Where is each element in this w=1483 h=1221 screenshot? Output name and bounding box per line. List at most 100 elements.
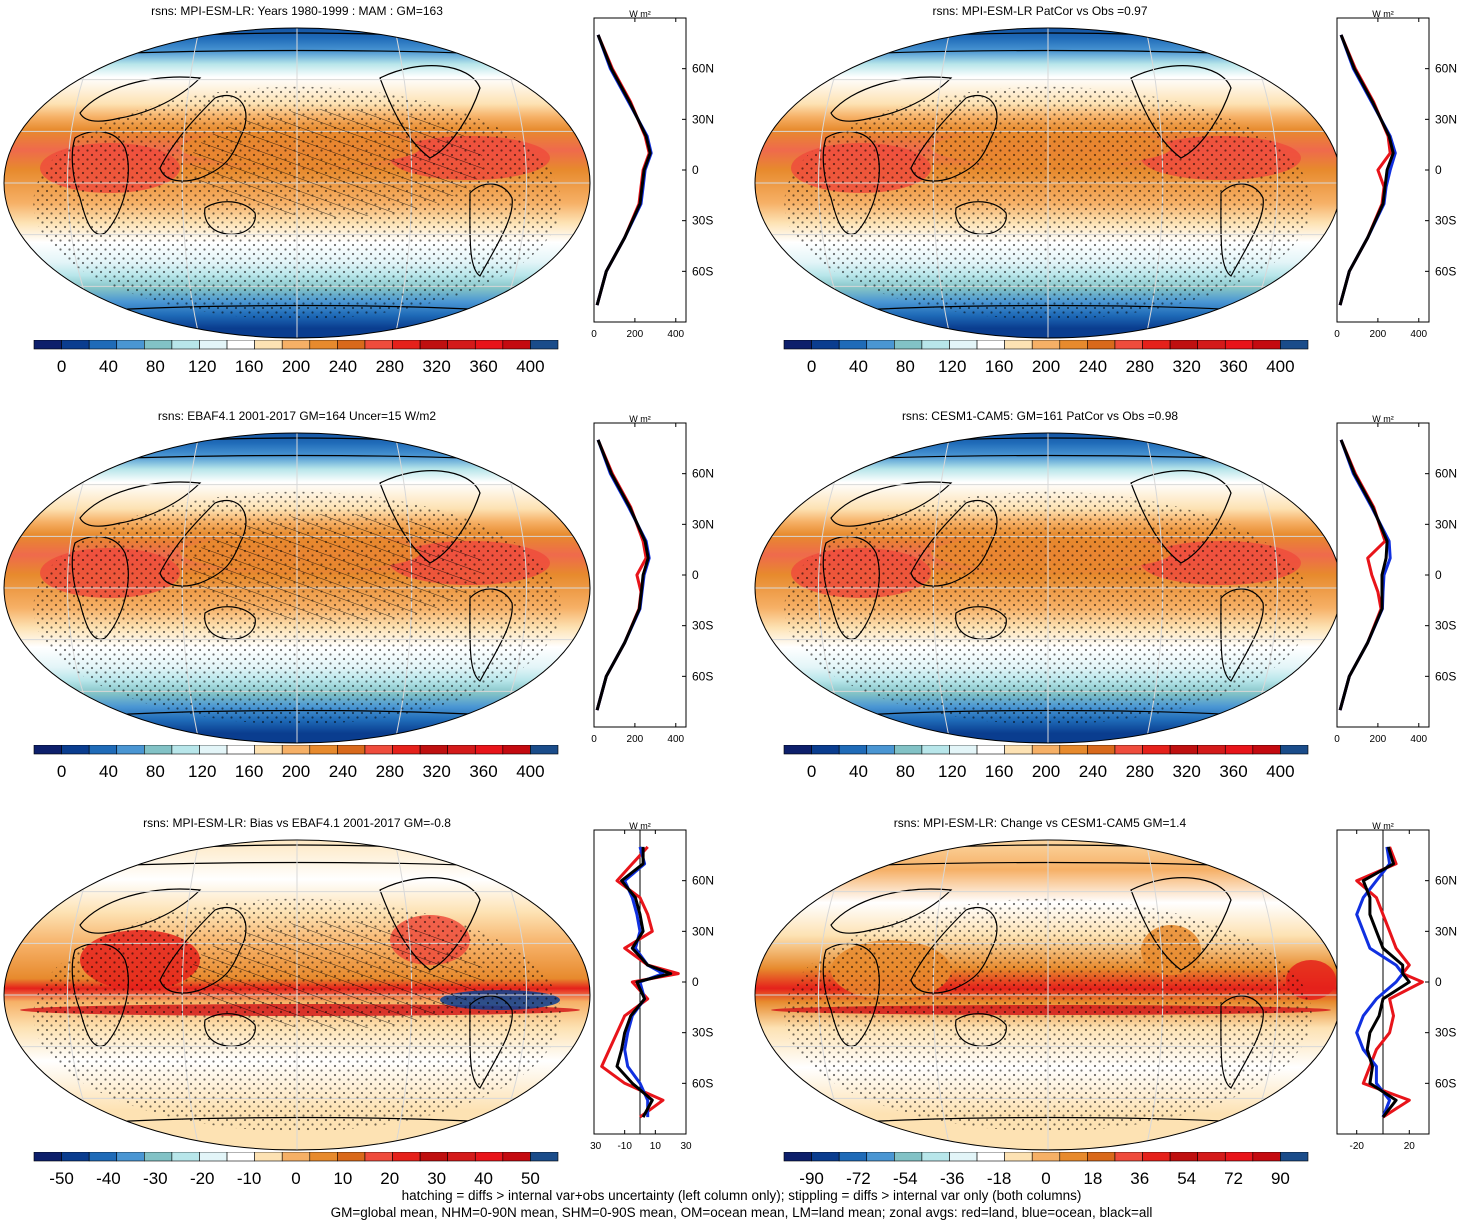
colorbar-swatch [199,340,228,350]
colorbar-swatch [502,1152,531,1162]
zonal-x-tick-label: 20 [1404,1141,1416,1152]
colorbar-swatch [1114,1152,1143,1162]
colorbar-swatch [1252,745,1281,755]
colorbar-swatch [33,340,62,350]
map-p2 [754,27,1342,339]
colorbar-swatch [171,745,200,755]
colorbar-swatch [1031,340,1061,350]
colorbar-tick-label: 120 [938,357,966,376]
colorbar-swatch [866,1152,895,1162]
colorbar-p6: -90 -72 -54 -36 -18 0 18 36 54 72 90 [783,1152,1309,1188]
colorbar-swatch [838,340,868,350]
zonal-unit-label: W m² [629,822,651,831]
colorbar-tick-label: -30 [143,1169,168,1188]
map-field [755,28,1341,338]
colorbar-tick-label: 120 [188,357,216,376]
zonal-lat-label: 60S [1435,1076,1456,1090]
colorbar-swatch [866,745,895,755]
colorbar-tick-label: -50 [49,1169,74,1188]
zonal-lat-label: 60S [692,1076,713,1090]
colorbar-swatch [1004,1152,1033,1162]
colorbar-swatch [392,340,421,350]
colorbar-tick-label: 200 [282,357,310,376]
colorbar-swatch [1031,1152,1061,1162]
zonal-lat-label: 30S [692,214,713,228]
zonal-x-tick-label: -20 [1349,1141,1364,1152]
colorbar-swatch [894,745,923,755]
colorbar-swatch [281,1152,311,1162]
colorbar-swatch [783,1152,812,1162]
zonal-x-tick-label: 10 [650,1141,662,1152]
colorbar-swatch [33,745,62,755]
colorbar-tick-label: 400 [516,762,544,781]
zonal-series-black [595,34,652,306]
colorbar-tick-label: 160 [235,762,263,781]
zonal-lat-label: 30S [1435,619,1456,633]
zonal-plot-p2: W m² 60N 30N 0 30S 60S 0 200 400 [1334,10,1457,340]
colorbar-swatch [281,745,311,755]
colorbar-tick-label: 18 [1083,1169,1102,1188]
zonal-series-black [1338,34,1395,306]
colorbar-swatch [1280,340,1309,350]
colorbar-swatch [1087,340,1116,350]
zonal-lat-label: 30S [692,1026,713,1040]
colorbar-swatch [419,745,448,755]
colorbar-swatch [530,1152,559,1162]
zonal-lat-label: 30S [692,619,713,633]
panel-p5: rsns: MPI-ESM-LR: Bias vs EBAF4.1 2001-2… [0,812,740,1192]
zonal-unit-label: W m² [1372,415,1394,424]
zonal-x-tick-label: 0 [591,734,597,745]
colorbar-swatch [474,340,504,350]
zonal-lat-label: 60S [1435,264,1456,278]
zonal-lat-label: 60N [692,467,714,481]
colorbar-swatch [226,1152,255,1162]
colorbar-tick-label: 0 [291,1169,300,1188]
map-p3 [3,432,591,744]
colorbar-swatch [530,340,559,350]
colorbar-swatch [309,340,338,350]
colorbar-tick-label: 160 [985,762,1013,781]
footer-line-2: GM=global mean, NHM=0-90N mean, SHM=0-90… [330,1205,1153,1220]
panel-title: rsns: EBAF4.1 2001-2017 GM=164 Uncer=15 … [157,409,437,423]
panel-p3: rsns: EBAF4.1 2001-2017 GM=164 Uncer=15 … [0,405,740,795]
colorbar-swatch [783,745,812,755]
zonal-lat-label: 30S [1435,214,1456,228]
colorbar-swatch [364,745,393,755]
colorbar-swatch [199,745,228,755]
colorbar-tick-label: 30 [427,1169,446,1188]
colorbar-tick-label: -18 [987,1169,1012,1188]
colorbar-tick-label: -40 [96,1169,121,1188]
colorbar-swatch [949,340,978,350]
colorbar-swatch [226,340,255,350]
colorbar-swatch [309,745,338,755]
colorbar-swatch [474,1152,504,1162]
colorbar-tick-label: 400 [1266,762,1294,781]
colorbar-tick-label: 120 [188,762,216,781]
colorbar-swatch [337,745,366,755]
colorbar-p5: -50 -40 -30 -20 -10 0 10 20 30 40 50 [33,1152,559,1188]
colorbar-tick-label: 54 [1177,1169,1196,1188]
colorbar-tick-label: 36 [1130,1169,1149,1188]
colorbar-swatch [1059,1152,1088,1162]
colorbar-tick-label: 40 [99,762,118,781]
zonal-series-black [615,846,673,1118]
colorbar-tick-label: 0 [807,762,816,781]
panel-title: rsns: MPI-ESM-LR: Years 1980-1999 : MAM … [151,4,443,18]
colorbar-swatch [976,745,1005,755]
colorbar-swatch [949,1152,978,1162]
colorbar-swatch [337,1152,366,1162]
colorbar-tick-label: 200 [1032,762,1060,781]
zonal-lat-label: 60N [692,874,714,888]
colorbar-tick-label: -10 [237,1169,262,1188]
colorbar-p4: 0 40 80 120 160 200 240 280 320 360 400 [783,745,1309,781]
panel-title: rsns: MPI-ESM-LR: Change vs CESM1-CAM5 G… [893,816,1187,830]
colorbar-swatch [921,340,950,350]
colorbar-swatch [1142,745,1171,755]
zonal-unit-label: W m² [629,415,651,424]
zonal-x-tick-label: 200 [627,734,644,745]
colorbar-tick-label: 280 [1126,762,1154,781]
colorbar-tick-label: 320 [422,357,450,376]
zonal-x-tick-label: -30 [590,1141,602,1152]
colorbar-swatch [976,340,1005,350]
colorbar-tick-label: 40 [474,1169,493,1188]
